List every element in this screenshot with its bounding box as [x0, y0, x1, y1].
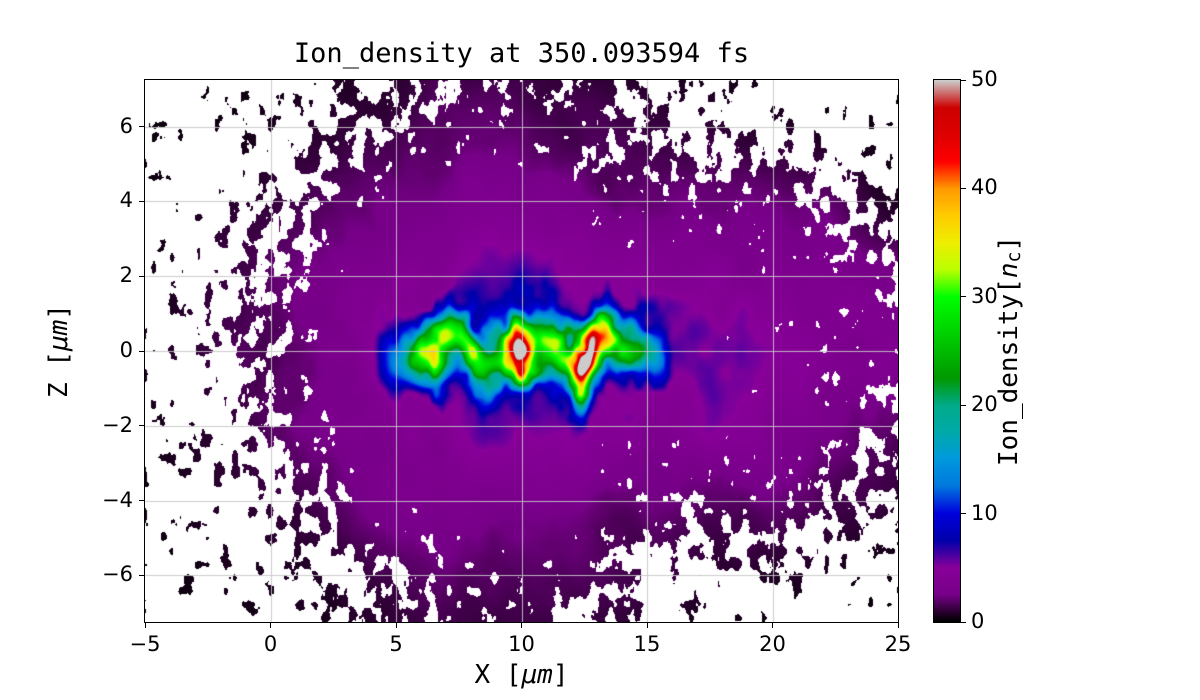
x-tick-label: 20	[759, 632, 786, 656]
y-axis-label-pre: Z [	[44, 351, 74, 398]
colorbar-label-var: n	[994, 262, 1024, 279]
y-tick-label: 6	[119, 113, 133, 138]
x-tick-label: 5	[389, 632, 403, 656]
y-tick-label: −4	[102, 487, 133, 512]
colorbar-label-sub: c	[1004, 251, 1026, 263]
colorbar-tick-mark	[961, 513, 966, 515]
colorbar-tick-mark	[961, 187, 966, 189]
y-tick-mark	[139, 500, 144, 502]
colorbar-tick-label: 40	[971, 175, 998, 200]
chart-title: Ion_density at 350.093594 fs	[293, 38, 750, 69]
plot-area	[144, 79, 899, 623]
x-tick-label: 25	[884, 632, 912, 656]
y-tick-label: −6	[102, 562, 133, 587]
x-tick-label: 15	[633, 632, 661, 656]
colorbar-tick-mark	[961, 621, 966, 623]
colorbar-tick-mark	[961, 404, 966, 406]
y-tick-label: 2	[119, 263, 133, 288]
y-axis-label-mu: μm	[44, 319, 74, 351]
colorbar-tick-label: 10	[971, 500, 998, 525]
colorbar-tick-label: 20	[971, 392, 998, 417]
y-tick-mark	[139, 200, 144, 202]
x-tick-mark	[646, 623, 648, 628]
colorbar-label-pre: Ion_density[	[994, 278, 1024, 467]
y-tick-mark	[139, 126, 144, 128]
x-tick-mark	[521, 623, 522, 628]
y-tick-label: 0	[119, 338, 133, 362]
x-tick-label: −5	[129, 632, 161, 656]
x-tick-mark	[144, 623, 146, 628]
heatmap-canvas	[145, 80, 898, 622]
x-tick-mark	[270, 623, 271, 628]
y-tick-label: −2	[102, 412, 133, 437]
x-tick-label: 0	[263, 632, 278, 656]
y-axis-label: Z [μm]	[44, 80, 78, 622]
y-tick-mark	[139, 275, 144, 277]
y-tick-mark	[139, 574, 144, 576]
x-tick-mark	[897, 623, 899, 628]
colorbar-label-post: ]	[994, 235, 1024, 252]
x-axis-label-pre: X [	[474, 660, 522, 690]
x-axis-label-mu: μm	[521, 660, 553, 690]
y-axis-label-post: ]	[44, 304, 74, 320]
colorbar-canvas	[934, 80, 960, 622]
colorbar-tick-label: 50	[971, 67, 998, 91]
x-tick-label: 10	[508, 632, 535, 656]
colorbar-tick-mark	[961, 79, 966, 81]
y-tick-mark	[139, 350, 144, 352]
y-tick-label: 4	[119, 188, 133, 213]
colorbar-tick-mark	[961, 296, 966, 298]
x-axis-label: X [μm]	[145, 660, 898, 690]
colorbar-label: Ion_density[nc]	[994, 80, 1030, 622]
x-axis-label-post: ]	[552, 660, 569, 690]
colorbar-tick-label: 0	[971, 609, 985, 633]
x-tick-mark	[395, 623, 397, 628]
y-tick-mark	[139, 425, 144, 427]
colorbar	[933, 79, 961, 623]
x-tick-mark	[772, 623, 773, 628]
colorbar-tick-label: 30	[971, 283, 998, 308]
